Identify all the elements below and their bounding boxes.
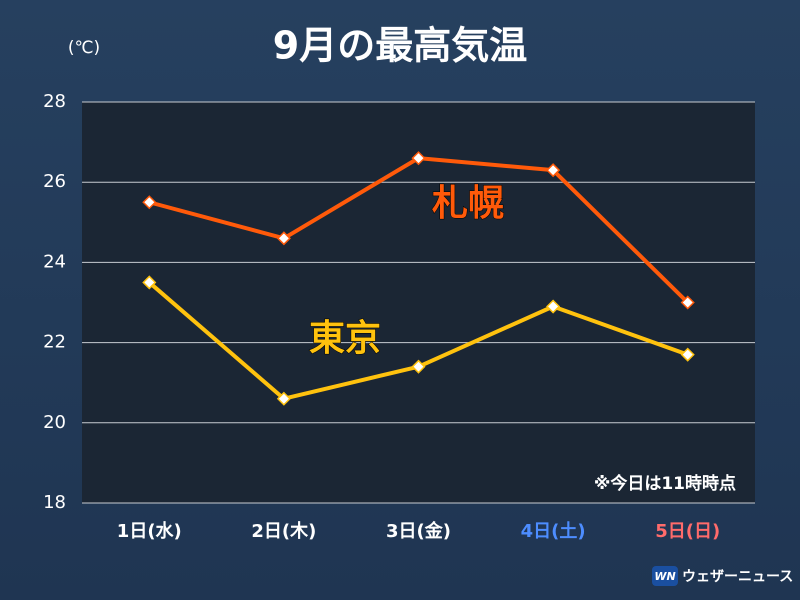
series-label: 札幌 bbox=[432, 183, 504, 224]
data-point bbox=[142, 275, 157, 290]
x-tick-label: 2日(木) bbox=[251, 520, 316, 542]
logo-icon bbox=[652, 566, 678, 586]
x-tick-label: 3日(金) bbox=[386, 520, 451, 542]
plot-area bbox=[82, 102, 755, 503]
data-point bbox=[276, 231, 291, 246]
logo-mark: WN bbox=[654, 570, 675, 583]
y-tick-label: 26 bbox=[43, 171, 66, 192]
data-point bbox=[411, 359, 426, 374]
data-point bbox=[680, 347, 695, 362]
series-label: 東京 bbox=[309, 317, 381, 359]
y-axis-label: (℃) bbox=[68, 38, 100, 58]
data-point bbox=[546, 299, 561, 314]
data-point bbox=[546, 163, 561, 178]
y-tick-label: 28 bbox=[43, 91, 66, 112]
data-point bbox=[276, 391, 291, 406]
logo: WN ウェザーニュース bbox=[652, 566, 793, 586]
y-tick-label: 18 bbox=[43, 492, 66, 513]
y-tick-label: 22 bbox=[43, 332, 66, 353]
data-point bbox=[680, 295, 695, 310]
x-tick-label: 1日(水) bbox=[117, 520, 182, 542]
source: ウェザーニュース bbox=[682, 569, 793, 585]
x-tick-label: 5日(日) bbox=[655, 521, 720, 542]
data-point bbox=[142, 195, 157, 210]
data-point bbox=[411, 151, 426, 166]
annotation: ※今日は11時時点 bbox=[594, 473, 736, 494]
chart-title: 9月の最高気温 bbox=[273, 24, 527, 68]
x-tick-label: 4日(土) bbox=[521, 521, 586, 542]
y-tick-label: 20 bbox=[43, 412, 66, 433]
y-tick-label: 24 bbox=[43, 251, 66, 272]
